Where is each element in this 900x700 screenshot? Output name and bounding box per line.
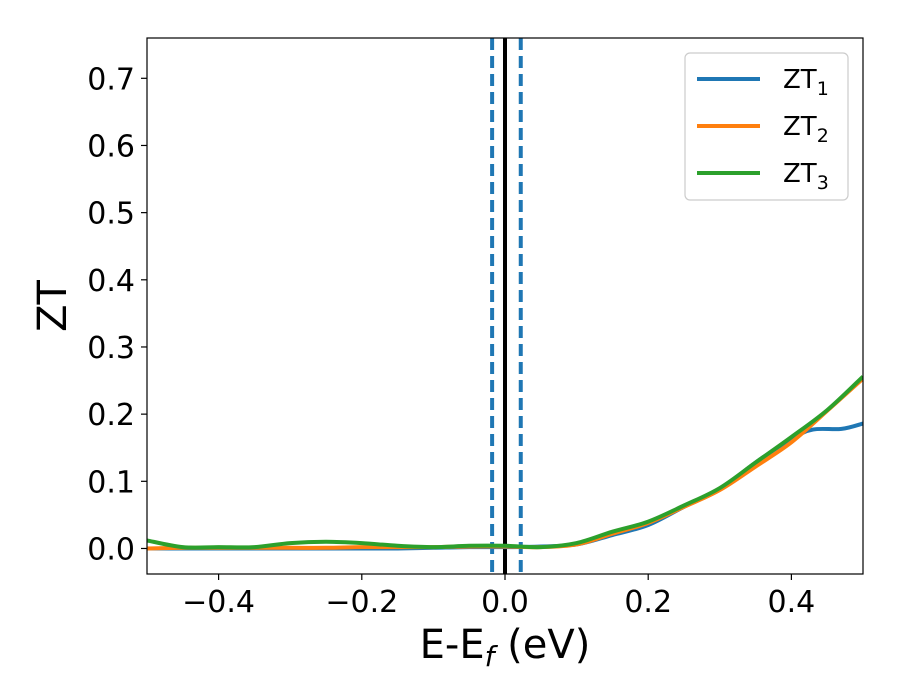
- y-tick-label: 0.7: [87, 62, 135, 97]
- x-tick-label: −0.4: [182, 585, 255, 620]
- y-tick-label: 0.2: [87, 398, 135, 433]
- y-tick-label: 0.1: [87, 465, 135, 500]
- y-tick-label: 0.4: [87, 264, 135, 299]
- x-tick-label: 0.0: [481, 585, 529, 620]
- x-tick-label: −0.2: [325, 585, 398, 620]
- series-lines: [147, 375, 863, 551]
- legend-items: ZT1 ZT2 ZT3: [697, 65, 829, 194]
- reference-lines: [490, 38, 523, 574]
- y-tick-label: 0.5: [87, 197, 135, 232]
- x-axis: −0.4 −0.2 0.0 0.2 0.4: [182, 574, 815, 620]
- x-axis-title-main: E-E: [420, 622, 485, 668]
- y-tick-label: 0.6: [87, 129, 135, 164]
- y-axis-title: ZT: [30, 280, 76, 332]
- y-axis: 0.0 0.1 0.2 0.3 0.4 0.5 0.6 0.7: [87, 62, 147, 567]
- x-axis-title: E-Ef (eV): [420, 622, 591, 673]
- y-tick-label: 0.3: [87, 331, 135, 366]
- x-tick-label: 0.4: [768, 585, 816, 620]
- series-line-zt3: [147, 375, 863, 550]
- legend: ZT1 ZT2 ZT3: [684, 52, 849, 201]
- legend-box: [684, 52, 849, 201]
- x-axis-title-tail: (eV): [494, 622, 590, 668]
- legend-label-zt2: ZT2: [783, 112, 829, 147]
- y-tick-label: 0.0: [87, 532, 135, 567]
- x-tick-label: 0.2: [624, 585, 672, 620]
- legend-label-zt3: ZT3: [783, 159, 829, 194]
- legend-label-zt1: ZT1: [783, 65, 829, 100]
